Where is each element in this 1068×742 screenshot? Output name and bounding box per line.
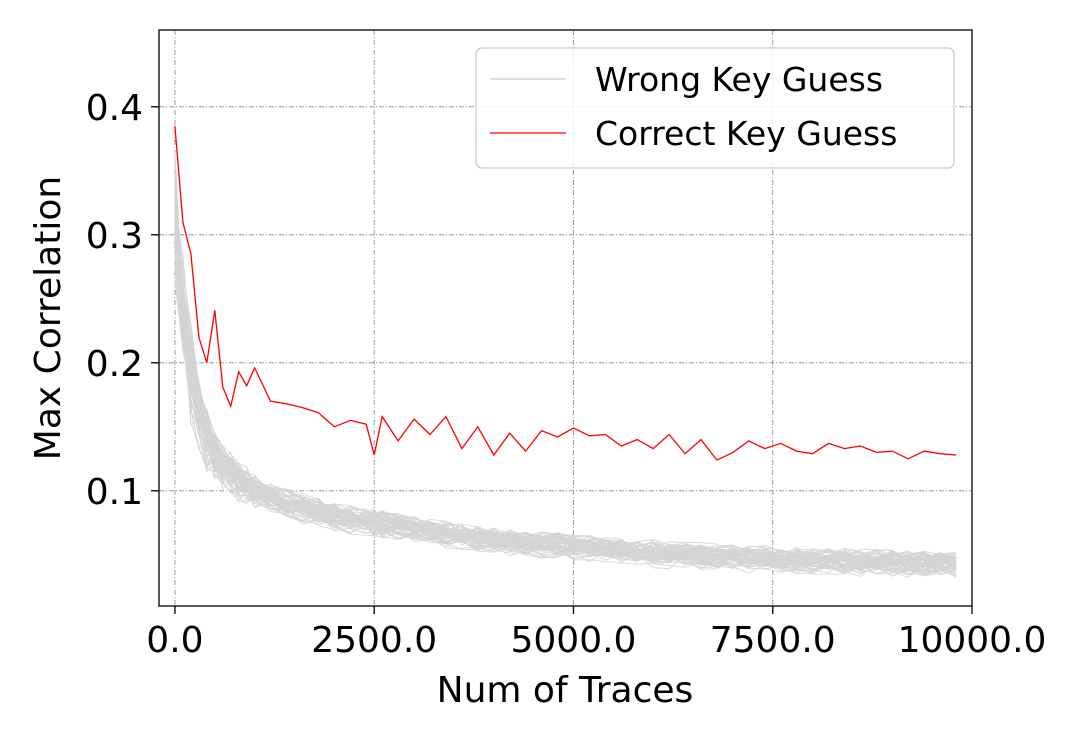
correct-key-guess-line-group <box>174 125 957 461</box>
wrong-key-guess-line <box>174 211 957 575</box>
x-tick-label: 5000.0 <box>510 620 636 661</box>
legend-box <box>475 47 955 169</box>
y-tick-label: 0.2 <box>86 344 143 385</box>
plot-frame <box>158 29 973 607</box>
x-tick-label: 10000.0 <box>898 620 1047 661</box>
legend: Wrong Key Guess Correct Key Guess <box>475 47 955 169</box>
wrong-key-guess-lines <box>174 151 957 578</box>
wrong-key-guess-line <box>174 265 957 573</box>
wrong-key-guess-line <box>174 237 957 568</box>
wrong-key-guess-line <box>174 238 957 570</box>
y-axis-title: Max Correlation <box>28 176 69 460</box>
x-tick-label: 2500.0 <box>311 620 437 661</box>
y-tick-label: 0.3 <box>86 216 143 257</box>
y-tick-label: 0.1 <box>86 472 143 513</box>
x-axis-title: Num of Traces <box>437 670 694 711</box>
axis-ticks: 0.0 2500.0 5000.0 7500.0 10000.0 0.1 0.2 0.3 0.4 <box>86 88 1047 661</box>
legend-label-correct: Correct Key Guess <box>595 114 897 153</box>
correct-key-guess-line <box>174 125 957 461</box>
x-tick-label: 0.0 <box>146 620 203 661</box>
legend-label-wrong: Wrong Key Guess <box>595 60 883 99</box>
x-tick-label: 7500.0 <box>710 620 836 661</box>
wrong-key-guess-line <box>174 243 957 564</box>
y-tick-label: 0.4 <box>86 88 143 129</box>
wrong-key-guess-line <box>174 157 957 566</box>
